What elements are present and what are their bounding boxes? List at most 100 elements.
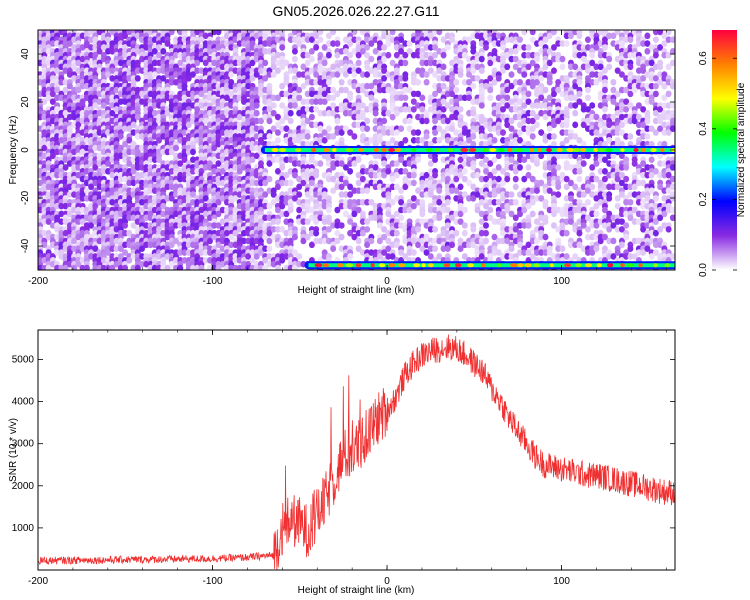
spectrogram-cell (440, 51, 447, 59)
spectrogram-cell (410, 249, 417, 256)
spectrogram-cell (105, 129, 112, 136)
spectrogram-cell (109, 117, 116, 125)
spectrogram-cell (122, 241, 129, 249)
spectrogram-cell (563, 229, 570, 237)
spectrogram-cell (517, 164, 523, 171)
spectrogram-cell (130, 222, 137, 229)
spectrogram-cell (109, 156, 116, 163)
spectrogram-cell (92, 218, 99, 225)
spectrogram-cell (100, 257, 107, 264)
spectrogram-cell (126, 229, 133, 237)
spectrogram-cell (330, 245, 337, 252)
spectrogram-cell (54, 148, 61, 156)
spectrogram-cell (88, 222, 95, 229)
spectrogram-cell (190, 148, 196, 156)
spectrogram-cell (130, 214, 137, 222)
spectrogram-cell (122, 51, 129, 59)
spectrogram-cell (325, 51, 332, 59)
spectrogram-cell (139, 133, 146, 140)
spectrogram-cell (589, 102, 596, 109)
spectrogram-cell (58, 137, 65, 144)
spectrogram-cell (151, 109, 158, 117)
spectrogram-cell (347, 253, 354, 260)
spectrogram-cell (134, 164, 141, 171)
spectrogram-cell (71, 245, 78, 252)
spectrogram-cell (41, 257, 48, 264)
spectrogram-cell (487, 206, 494, 214)
spectrogram-cell (66, 210, 73, 218)
spectrogram-cell (126, 257, 133, 264)
spectrogram-cell (79, 257, 86, 264)
spectrogram-cell (45, 59, 52, 67)
spectrogram-cell (266, 175, 273, 183)
spectrogram-cell (432, 171, 439, 179)
spectrogram-cell (419, 210, 426, 218)
spectrogram-cell (584, 94, 591, 102)
spectrogram-cell (41, 152, 48, 160)
spectrogram-cell (559, 245, 566, 252)
spectrogram-cell (483, 222, 489, 229)
spectrogram-cell (550, 67, 557, 74)
spectrogram-cell (410, 171, 417, 179)
spectrogram-cell (151, 175, 158, 183)
spectrogram-cell (117, 245, 124, 252)
spectrogram-cell (45, 94, 52, 102)
spectrogram-cell (45, 140, 52, 148)
spectrogram-cell (504, 175, 511, 183)
spectrogram-cell (134, 264, 141, 270)
figure-title: GN05.2026.026.22.27.G11 (272, 3, 439, 19)
spectrogram-cell (122, 156, 129, 163)
spectrogram-cell (71, 75, 78, 82)
spectrogram-cell (364, 117, 371, 125)
spectrogram-cell (105, 191, 112, 198)
spectrogram-cell (143, 241, 150, 249)
spectrogram-cell (49, 214, 56, 222)
spectrogram-cell (296, 253, 303, 260)
spectrogram-cell (296, 191, 303, 198)
spectrogram-cell (100, 44, 107, 51)
spectrogram-cell (75, 59, 82, 67)
spectrogram-cell (105, 71, 112, 78)
spectrogram-cell (508, 191, 515, 198)
spectrogram-cell (113, 226, 120, 233)
spectrogram-cell (143, 202, 150, 210)
spectrogram-cell (113, 260, 120, 268)
spectrogram-cell (122, 249, 129, 256)
spectrogram-cell (134, 75, 141, 82)
spectrogram-cell (147, 241, 154, 249)
spectrogram-cell (291, 48, 298, 55)
spectrogram-cell (385, 51, 392, 59)
spectrogram-cell (109, 109, 116, 117)
spectrogram-cell (79, 129, 86, 136)
spectrogram-cell (96, 48, 103, 55)
spectrogram-cell (576, 78, 583, 86)
spectrogram-cell (542, 218, 549, 225)
spectrogram-cell (130, 121, 137, 129)
spectrogram-cell (372, 109, 379, 117)
spectrogram-cell (92, 164, 99, 171)
spectrogram-cell (117, 175, 124, 183)
spectrogram-cell (143, 113, 150, 121)
spectrogram-cell (147, 90, 154, 98)
spectrogram-cell (54, 86, 61, 94)
spectrogram-cell (546, 78, 553, 86)
spectrogram-cell (105, 98, 112, 105)
spectrogram-cell (576, 168, 583, 175)
spectrogram-cell (151, 71, 158, 78)
spectrogram-cell (139, 171, 146, 179)
spectrogram-cell (151, 198, 158, 206)
spectrogram-cell (62, 67, 69, 74)
spectrogram-cells (38, 30, 675, 270)
spectrogram-cell (126, 214, 133, 222)
spectrogram-cell (559, 55, 566, 63)
spectrogram-cell (334, 117, 341, 125)
spectrogram-cell (308, 55, 315, 63)
spectrogram-cell (134, 67, 141, 74)
spectrogram-cell (79, 117, 86, 125)
spectrogram-cell (355, 156, 362, 163)
spectrogram-cell (58, 148, 65, 156)
spectrogram-cell (470, 133, 477, 140)
spectrogram-cell (113, 86, 120, 94)
spectrogram-cell (534, 160, 540, 167)
